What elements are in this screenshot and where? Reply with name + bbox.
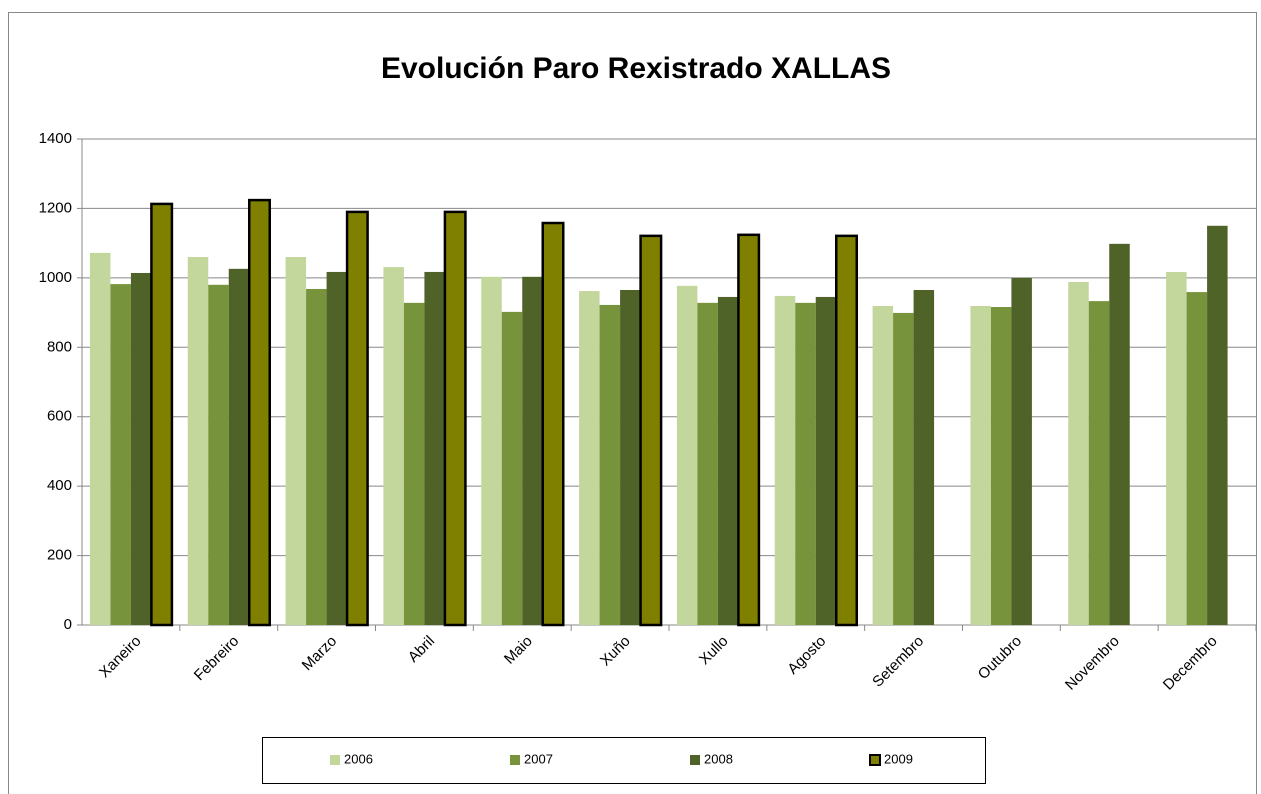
bar (208, 284, 229, 625)
legend-label: 2006 (344, 751, 373, 766)
legend-swatch (330, 755, 340, 765)
legend-label: 2007 (524, 751, 553, 766)
y-tick-label: 0 (64, 616, 72, 633)
bar (424, 271, 445, 625)
bar (913, 290, 935, 625)
y-tick-label: 600 (47, 408, 72, 425)
bar (522, 276, 543, 625)
bar (306, 288, 327, 625)
bar (795, 302, 816, 625)
bar (1011, 277, 1032, 625)
bar (501, 311, 523, 625)
legend-swatch (690, 755, 700, 765)
legend-swatch (510, 755, 520, 765)
y-tick-label: 200 (47, 547, 72, 564)
bar (1068, 282, 1089, 625)
bar (403, 302, 425, 625)
bar (345, 210, 369, 627)
bar (326, 271, 348, 625)
bar (1207, 225, 1228, 626)
chart-title: Evolución Paro Rexistrado XALLAS (381, 52, 891, 85)
legend-box (262, 737, 986, 784)
bar (737, 233, 761, 627)
legend-label: 2008 (704, 751, 733, 766)
bar (541, 221, 565, 627)
bar (1109, 243, 1130, 625)
bar (872, 305, 894, 625)
bar (676, 285, 698, 625)
bar (639, 234, 663, 627)
bar (835, 234, 858, 627)
bar (150, 202, 174, 627)
bar (443, 210, 467, 627)
legend-swatch (869, 754, 881, 766)
bar (89, 252, 111, 625)
bar (1088, 301, 1110, 625)
y-tick-label: 400 (47, 477, 72, 494)
bar (130, 272, 152, 625)
bar (893, 312, 914, 625)
bar (481, 276, 502, 625)
bar (228, 268, 250, 625)
bar (1166, 271, 1187, 625)
bar (285, 257, 307, 625)
bar (990, 307, 1012, 625)
bar (620, 290, 641, 625)
bar (697, 302, 718, 625)
y-tick-label: 1400 (39, 130, 72, 147)
y-tick-label: 1000 (39, 269, 72, 286)
y-tick-label: 1200 (39, 199, 72, 216)
bar (110, 284, 131, 625)
bar (970, 305, 991, 625)
bar (599, 304, 621, 625)
bar (1186, 292, 1208, 625)
bar (717, 296, 739, 625)
bar (187, 257, 209, 625)
bar (815, 296, 837, 625)
bar (774, 295, 796, 625)
bar (248, 198, 271, 627)
legend-label: 2009 (884, 751, 913, 766)
bar (383, 267, 404, 625)
y-tick-label: 800 (47, 338, 72, 355)
bar (579, 291, 600, 625)
